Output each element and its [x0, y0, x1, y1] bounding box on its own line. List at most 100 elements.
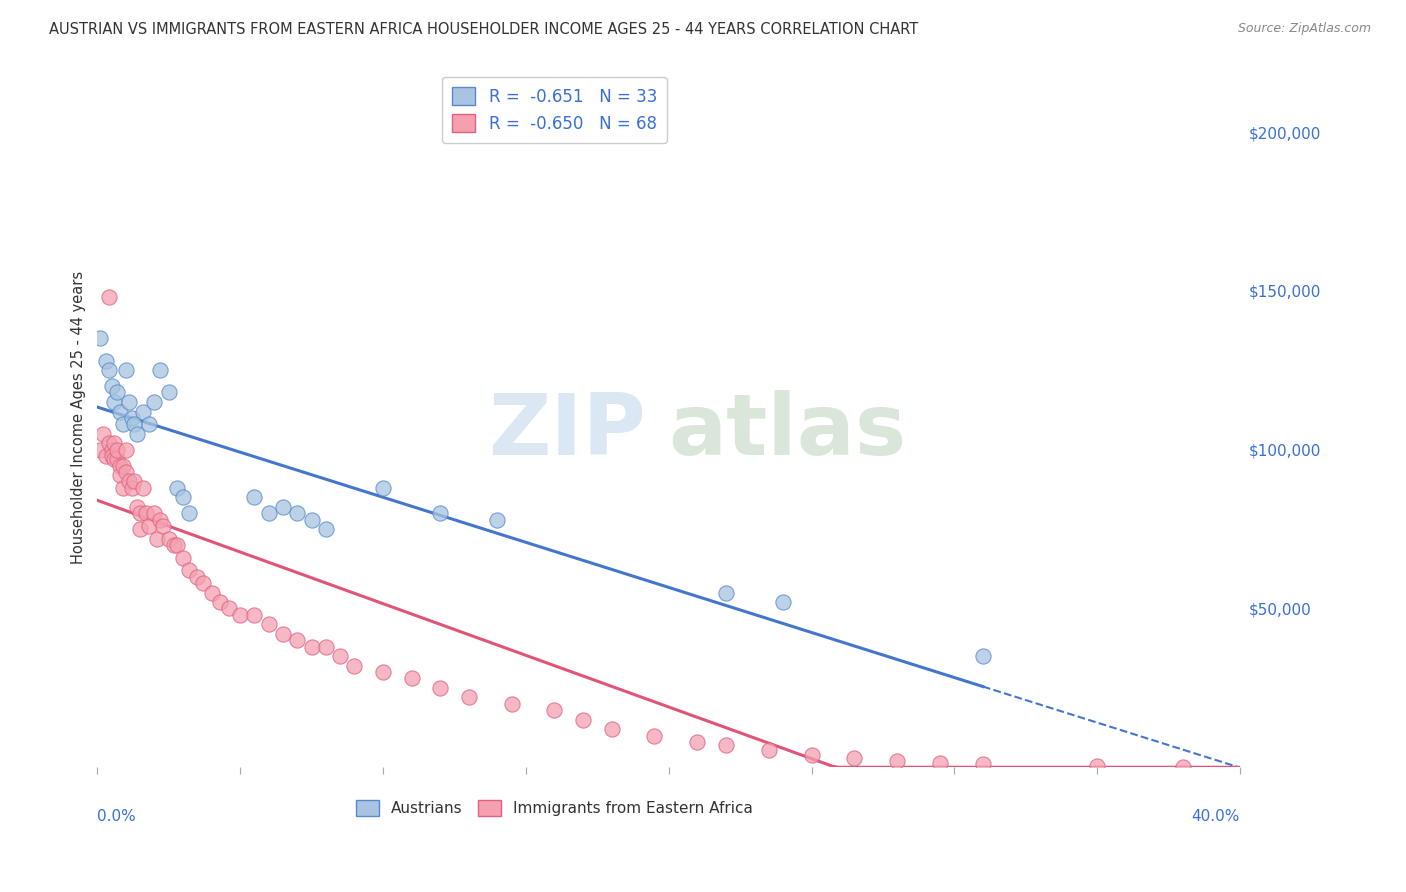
Point	[343, 658, 366, 673]
Point	[177, 506, 200, 520]
Point	[108, 458, 131, 473]
Point	[103, 436, 125, 450]
Text: 0.0%: 0.0%	[97, 809, 136, 824]
Point	[149, 512, 172, 526]
Point	[112, 458, 135, 473]
Point	[572, 713, 595, 727]
Point	[132, 481, 155, 495]
Point	[758, 743, 780, 757]
Point	[97, 290, 120, 304]
Point	[243, 607, 266, 622]
Point	[149, 363, 172, 377]
Point	[929, 756, 952, 770]
Point	[135, 506, 157, 520]
Point	[201, 585, 224, 599]
Point	[127, 426, 149, 441]
Point	[89, 442, 111, 457]
Point	[401, 671, 423, 685]
Point	[643, 729, 665, 743]
Text: 40.0%: 40.0%	[1192, 809, 1240, 824]
Point	[1171, 759, 1194, 773]
Point	[132, 404, 155, 418]
Point	[100, 442, 122, 457]
Point	[315, 640, 337, 654]
Point	[177, 563, 200, 577]
Point	[166, 538, 188, 552]
Point	[115, 363, 138, 377]
Point	[108, 468, 131, 483]
Point	[118, 475, 141, 489]
Point	[486, 512, 509, 526]
Point	[543, 703, 565, 717]
Legend: Austrians, Immigrants from Eastern Africa: Austrians, Immigrants from Eastern Afric…	[350, 794, 759, 822]
Point	[105, 385, 128, 400]
Point	[103, 395, 125, 409]
Point	[800, 747, 823, 762]
Point	[105, 452, 128, 467]
Point	[209, 595, 232, 609]
Point	[163, 538, 186, 552]
Point	[271, 500, 294, 514]
Point	[100, 379, 122, 393]
Point	[600, 722, 623, 736]
Point	[186, 570, 208, 584]
Point	[972, 757, 994, 772]
Point	[138, 417, 160, 432]
Point	[714, 738, 737, 752]
Point	[285, 506, 308, 520]
Point	[172, 491, 194, 505]
Point	[157, 532, 180, 546]
Point	[143, 506, 166, 520]
Point	[371, 481, 394, 495]
Point	[166, 481, 188, 495]
Point	[1085, 758, 1108, 772]
Point	[772, 595, 794, 609]
Text: Source: ZipAtlas.com: Source: ZipAtlas.com	[1237, 22, 1371, 36]
Point	[112, 481, 135, 495]
Point	[243, 491, 266, 505]
Text: AUSTRIAN VS IMMIGRANTS FROM EASTERN AFRICA HOUSEHOLDER INCOME AGES 25 - 44 YEARS: AUSTRIAN VS IMMIGRANTS FROM EASTERN AFRI…	[49, 22, 918, 37]
Point	[457, 690, 479, 705]
Point	[257, 506, 280, 520]
Point	[714, 585, 737, 599]
Point	[97, 436, 120, 450]
Point	[429, 681, 451, 695]
Point	[121, 410, 143, 425]
Point	[257, 617, 280, 632]
Point	[972, 649, 994, 664]
Point	[118, 395, 141, 409]
Text: atlas: atlas	[669, 391, 907, 474]
Point	[103, 452, 125, 467]
Point	[143, 395, 166, 409]
Point	[112, 417, 135, 432]
Point	[91, 426, 114, 441]
Point	[138, 519, 160, 533]
Point	[686, 735, 709, 749]
Point	[115, 442, 138, 457]
Point	[886, 754, 908, 768]
Point	[105, 442, 128, 457]
Point	[97, 363, 120, 377]
Point	[152, 519, 174, 533]
Point	[127, 500, 149, 514]
Point	[301, 512, 323, 526]
Point	[218, 601, 240, 615]
Point	[129, 506, 152, 520]
Point	[94, 353, 117, 368]
Point	[89, 331, 111, 345]
Point	[229, 607, 252, 622]
Point	[301, 640, 323, 654]
Text: ZIP: ZIP	[488, 391, 645, 474]
Point	[157, 385, 180, 400]
Point	[129, 522, 152, 536]
Point	[285, 633, 308, 648]
Y-axis label: Householder Income Ages 25 - 44 years: Householder Income Ages 25 - 44 years	[72, 271, 86, 565]
Point	[315, 522, 337, 536]
Point	[844, 750, 866, 764]
Point	[146, 532, 169, 546]
Point	[191, 576, 214, 591]
Point	[429, 506, 451, 520]
Point	[115, 465, 138, 479]
Point	[100, 449, 122, 463]
Point	[172, 550, 194, 565]
